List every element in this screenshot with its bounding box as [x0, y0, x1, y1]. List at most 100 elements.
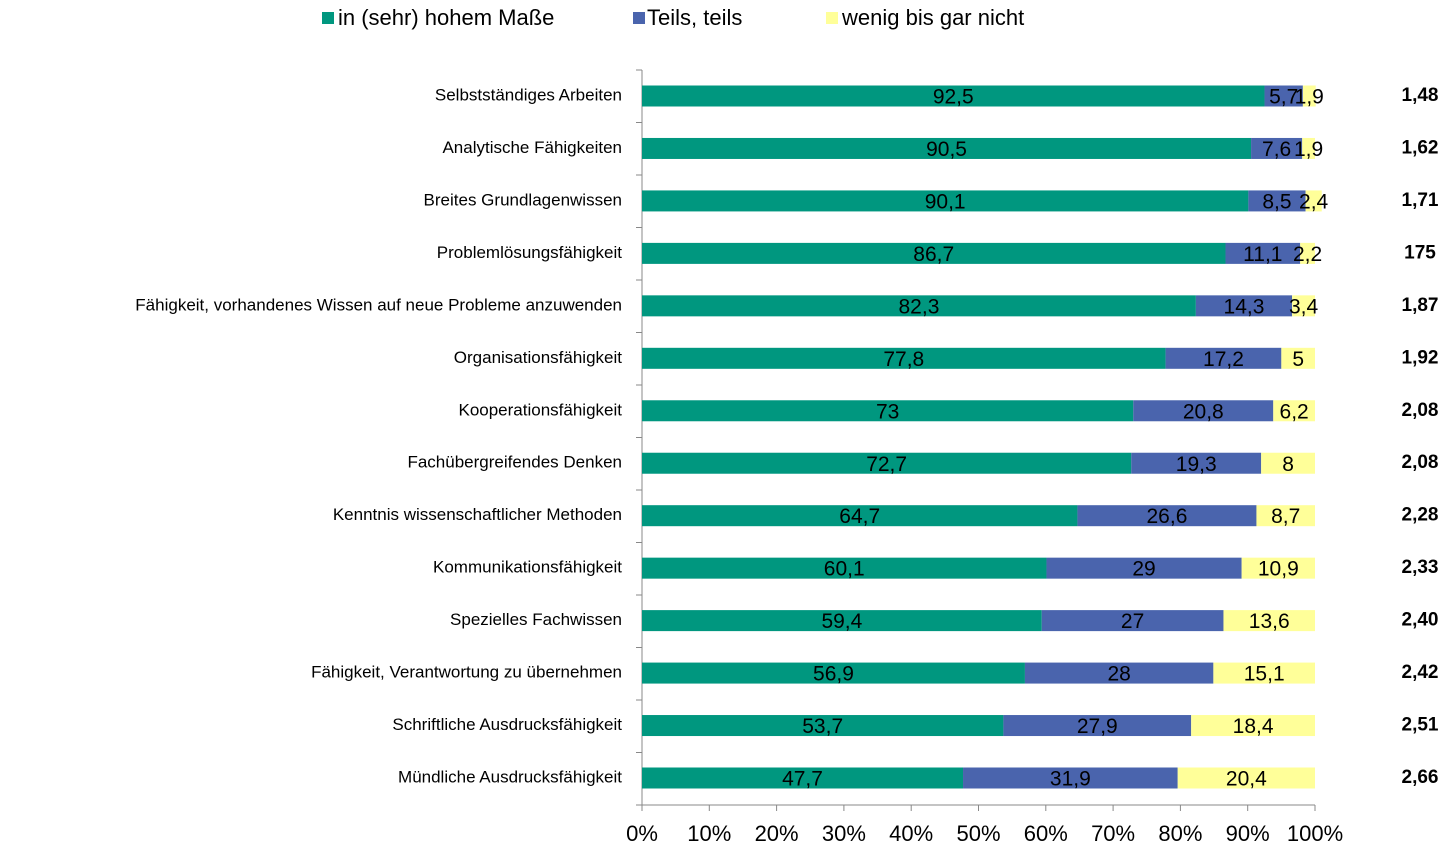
x-tick-label: 70%	[1091, 821, 1135, 846]
bar-segment	[1133, 400, 1274, 422]
mean-label: 2,66	[1402, 767, 1439, 788]
bar-segment	[1041, 610, 1224, 632]
bar-segment	[642, 662, 1025, 684]
bar-segment	[1305, 190, 1322, 212]
data-label: 2,2	[1293, 243, 1322, 266]
data-label: 26,6	[1147, 505, 1188, 528]
data-label: 27,9	[1077, 715, 1118, 738]
data-label: 20,8	[1183, 400, 1224, 423]
mean-label: 2,33	[1402, 557, 1439, 578]
bar-segment	[1003, 715, 1192, 737]
bar-segment	[1225, 242, 1301, 264]
category-label: Fähigkeit, Verantwortung zu übernehmen	[311, 663, 622, 682]
data-label: 19,3	[1176, 453, 1217, 476]
mean-label: 1,71	[1402, 190, 1439, 211]
bar-segment	[1165, 347, 1282, 369]
legend-label: Teils, teils	[647, 5, 742, 30]
legend-swatch	[826, 12, 838, 24]
x-tick-label: 60%	[1024, 821, 1068, 846]
bar-segment	[1131, 452, 1262, 474]
x-tick-label: 10%	[687, 821, 731, 846]
data-label: 86,7	[913, 243, 954, 266]
bar-segment	[642, 557, 1047, 579]
data-label: 6,2	[1280, 400, 1309, 423]
category-label: Kenntnis wissenschaftlicher Methoden	[333, 505, 622, 524]
bar-segment	[1077, 505, 1257, 527]
data-label: 20,4	[1226, 768, 1267, 791]
data-label: 14,3	[1224, 295, 1265, 318]
mean-label: 1,87	[1402, 295, 1439, 316]
mean-label: 1,62	[1402, 137, 1439, 158]
data-label: 90,1	[925, 190, 966, 213]
bar-segment	[1261, 452, 1315, 474]
data-label: 11,1	[1243, 243, 1282, 266]
bar-segment	[642, 610, 1042, 632]
mean-label: 2,40	[1402, 610, 1439, 631]
bar-segment	[1223, 610, 1315, 632]
bar-segment	[642, 295, 1196, 317]
bar-segment	[1241, 557, 1315, 579]
data-label: 5	[1292, 348, 1304, 371]
bar-segment	[642, 190, 1249, 212]
bar-segment	[1195, 295, 1293, 317]
data-label: 1,9	[1295, 86, 1324, 109]
data-label: 18,4	[1233, 715, 1274, 738]
mean-label: 175	[1404, 242, 1436, 263]
bar-segment	[1302, 85, 1316, 107]
data-label: 47,7	[782, 768, 823, 791]
legend-label: wenig bis gar nicht	[841, 5, 1024, 30]
data-label: 82,3	[899, 295, 940, 318]
category-label: Fähigkeit, vorhandenes Wissen auf neue P…	[135, 295, 622, 314]
category-label: Breites Grundlagenwissen	[424, 190, 622, 209]
legend-swatch	[633, 12, 645, 24]
data-label: 3,4	[1289, 295, 1319, 318]
bar-segment	[1256, 505, 1315, 527]
data-label: 59,4	[821, 610, 862, 633]
legend-swatch	[322, 12, 334, 24]
mean-label: 1,48	[1402, 85, 1439, 106]
mean-label: 2,08	[1402, 400, 1439, 421]
data-label: 13,6	[1249, 610, 1290, 633]
bar-segment	[642, 505, 1078, 527]
data-label: 8,7	[1271, 505, 1300, 528]
mean-label: 1,92	[1402, 347, 1439, 368]
bar-segment	[1024, 662, 1214, 684]
data-label: 15,1	[1244, 663, 1285, 686]
category-label: Selbstständiges Arbeiten	[435, 85, 622, 104]
category-label: Analytische Fähigkeiten	[442, 138, 622, 157]
bar-segment	[963, 767, 1178, 789]
bar-segment	[642, 347, 1166, 369]
x-tick-label: 40%	[889, 821, 933, 846]
data-label: 1,9	[1294, 138, 1323, 161]
bar-segment	[1302, 137, 1315, 159]
data-label: 8,5	[1262, 190, 1291, 213]
data-label: 5,7	[1269, 86, 1298, 109]
bar-segment	[1264, 85, 1303, 107]
bar-segment	[642, 85, 1265, 107]
bar-segment	[642, 137, 1252, 159]
bar-segment	[642, 715, 1004, 737]
category-label: Mündliche Ausdrucksfähigkeit	[398, 767, 622, 786]
legend-label: in (sehr) hohem Maße	[338, 5, 554, 30]
category-label: Organisationsfähigkeit	[454, 348, 622, 367]
x-tick-label: 20%	[755, 821, 799, 846]
data-label: 28	[1107, 663, 1130, 686]
bar-segment	[1213, 662, 1315, 684]
bar-segment	[642, 767, 964, 789]
bar-segment	[642, 452, 1132, 474]
data-label: 10,9	[1258, 558, 1299, 581]
data-label: 73	[876, 400, 899, 423]
bar-segment	[1292, 295, 1315, 317]
data-label: 56,9	[813, 663, 854, 686]
x-tick-label: 0%	[626, 821, 658, 846]
data-label: 31,9	[1050, 768, 1091, 791]
data-label: 27	[1121, 610, 1144, 633]
data-label: 77,8	[883, 348, 924, 371]
category-label: Schriftliche Ausdrucksfähigkeit	[392, 715, 622, 734]
data-label: 17,2	[1203, 348, 1244, 371]
data-label: 90,5	[926, 138, 967, 161]
data-label: 92,5	[933, 86, 974, 109]
data-label: 29	[1132, 558, 1155, 581]
